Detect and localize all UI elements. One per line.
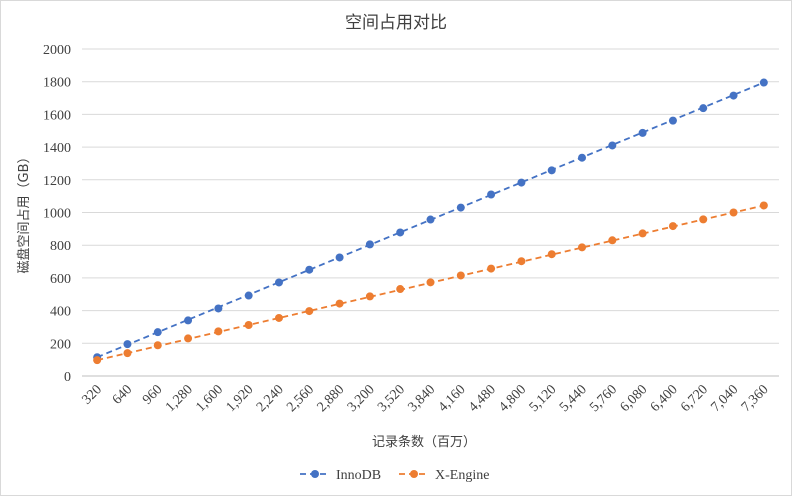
x-tick-label: 4,160 — [436, 382, 469, 415]
y-tick-label: 1600 — [43, 108, 71, 123]
y-tick-label: 200 — [50, 337, 71, 352]
y-axis-label: 磁盘空间占用（GB） — [16, 151, 32, 274]
series-layer — [93, 78, 768, 365]
data-point — [487, 190, 496, 199]
chart-title: 空间占用对比 — [345, 13, 447, 33]
y-tick-label: 1400 — [43, 141, 71, 156]
data-point — [487, 264, 496, 273]
data-point — [426, 215, 435, 224]
data-point — [638, 229, 647, 238]
y-tick-label: 0 — [64, 370, 71, 385]
x-tick-label: 3,840 — [405, 382, 438, 415]
data-point — [517, 178, 526, 187]
data-point — [244, 320, 253, 329]
y-tick-label: 2000 — [43, 43, 71, 58]
x-tick-label: 6,400 — [648, 382, 681, 415]
data-point — [184, 316, 193, 325]
data-point — [638, 128, 647, 137]
data-point — [396, 285, 405, 294]
data-point — [668, 222, 677, 231]
x-tick-label: 4,480 — [466, 382, 499, 415]
legend-label: X-Engine — [435, 468, 489, 483]
data-point — [305, 265, 314, 274]
data-point — [123, 349, 132, 358]
x-tick-label: 640 — [110, 382, 135, 407]
data-point — [184, 334, 193, 343]
data-point — [608, 141, 617, 150]
x-tick-label: 3,520 — [375, 382, 408, 415]
data-point — [365, 240, 374, 249]
data-point — [93, 356, 102, 365]
x-tick-label: 2,560 — [284, 382, 317, 415]
y-tick-label: 800 — [50, 239, 71, 254]
data-point — [578, 153, 587, 162]
legend-label: InnoDB — [336, 468, 381, 483]
x-tick-label: 2,880 — [315, 382, 348, 415]
legend: InnoDB X-Engine — [300, 468, 489, 483]
y-tick-label: 1000 — [43, 207, 71, 222]
data-point — [123, 340, 132, 349]
series-x-engine — [93, 201, 768, 365]
data-point — [456, 203, 465, 212]
data-point — [214, 304, 223, 313]
data-point — [244, 291, 253, 300]
x-tick-label: 960 — [140, 382, 165, 407]
legend-marker — [311, 470, 319, 478]
data-point — [699, 104, 708, 113]
data-point — [547, 166, 556, 175]
data-point — [547, 250, 556, 259]
data-point — [578, 243, 587, 252]
data-point — [456, 271, 465, 280]
data-point — [729, 91, 738, 100]
data-point — [365, 292, 374, 301]
x-tick-label: 1,600 — [193, 382, 226, 415]
data-point — [699, 215, 708, 224]
data-point — [759, 78, 768, 87]
data-point — [335, 253, 344, 262]
data-point — [305, 307, 314, 316]
x-tick-label: 5,120 — [527, 382, 560, 415]
data-point — [729, 208, 738, 217]
data-point — [274, 278, 283, 287]
y-tick-label: 600 — [50, 272, 71, 287]
data-point — [608, 236, 617, 245]
x-tick-label: 4,800 — [496, 382, 529, 415]
data-point — [668, 116, 677, 125]
data-point — [759, 201, 768, 210]
y-tick-label: 1800 — [43, 76, 71, 91]
x-tick-label: 7,360 — [739, 382, 772, 415]
y-tick-label: 400 — [50, 305, 71, 320]
x-tick-label: 3,200 — [345, 382, 378, 415]
data-point — [396, 228, 405, 237]
data-point — [335, 299, 344, 308]
x-tick-label: 5,760 — [587, 382, 620, 415]
data-point — [153, 341, 162, 350]
x-tick-label: 1,280 — [163, 382, 196, 415]
y-tick-label: 1200 — [43, 174, 71, 189]
x-tick-labels: 320 640 9601,2801,6001,9202,2402,5602,8803… — [80, 382, 772, 415]
legend-marker — [410, 470, 418, 478]
data-point — [426, 278, 435, 287]
x-tick-label: 7,040 — [708, 382, 741, 415]
series-innodb — [93, 78, 768, 362]
data-point — [274, 313, 283, 322]
x-tick-label: 1,920 — [224, 382, 257, 415]
x-tick-label: 6,720 — [678, 382, 711, 415]
x-axis-label: 记录条数（百万） — [372, 434, 476, 450]
x-tick-label: 6,080 — [618, 382, 651, 415]
y-tick-labels: 0 200 400 600 800 1000 1200 1400 1600 1800 2000 — [43, 43, 71, 385]
data-point — [153, 328, 162, 337]
x-tick-label: 2,240 — [254, 382, 287, 415]
data-point — [214, 327, 223, 336]
data-point — [517, 257, 526, 266]
x-tick-label: 320 — [80, 382, 105, 407]
grid-lines — [82, 48, 779, 344]
x-tick-label: 5,440 — [557, 382, 590, 415]
